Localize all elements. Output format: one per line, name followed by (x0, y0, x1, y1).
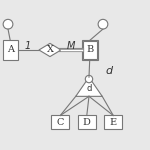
FancyBboxPatch shape (82, 40, 98, 60)
Text: X: X (46, 45, 53, 54)
Text: C: C (57, 118, 64, 127)
Circle shape (85, 75, 93, 83)
Circle shape (3, 19, 13, 29)
FancyBboxPatch shape (83, 41, 97, 58)
FancyBboxPatch shape (104, 116, 122, 129)
Text: d: d (105, 66, 112, 76)
Text: D: D (83, 118, 91, 127)
FancyBboxPatch shape (51, 116, 69, 129)
Text: M: M (67, 41, 75, 51)
FancyBboxPatch shape (3, 40, 18, 60)
Text: B: B (86, 45, 93, 54)
Text: A: A (7, 45, 14, 54)
Text: E: E (110, 118, 117, 127)
Polygon shape (39, 43, 61, 57)
FancyBboxPatch shape (78, 116, 96, 129)
Circle shape (98, 19, 108, 29)
Text: d: d (86, 84, 92, 93)
Text: 1: 1 (24, 41, 30, 51)
Polygon shape (76, 77, 102, 96)
